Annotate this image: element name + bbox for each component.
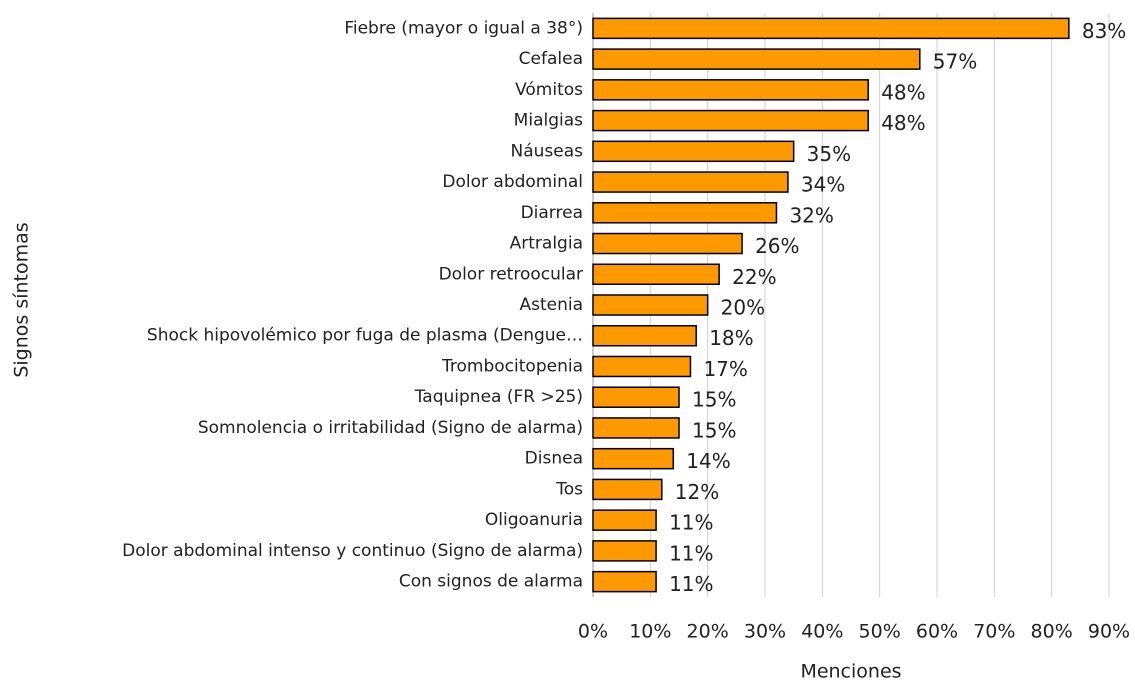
y-tick-label: Trombocitopenia — [441, 356, 583, 376]
bar — [592, 294, 709, 316]
bar — [592, 324, 697, 347]
bar — [592, 355, 692, 378]
value-label: 20% — [721, 296, 765, 320]
x-tick-label: 20% — [687, 621, 729, 643]
value-label: 83% — [1082, 19, 1126, 43]
value-label: 15% — [692, 418, 736, 442]
bar — [592, 109, 869, 132]
bar — [592, 140, 795, 163]
bar — [592, 232, 743, 255]
y-tick-label: Somnolencia o irritabilidad (Signo de al… — [198, 418, 583, 438]
y-tick-label: Oligoanuria — [485, 510, 583, 530]
value-label: 11% — [669, 572, 713, 596]
bar — [592, 171, 789, 193]
value-label: 17% — [703, 357, 747, 381]
value-label: 14% — [686, 449, 730, 473]
bar — [592, 202, 778, 224]
value-label: 11% — [669, 541, 713, 565]
value-label: 48% — [881, 111, 925, 135]
bar — [592, 386, 680, 408]
bar — [592, 447, 675, 470]
y-tick-label: Astenia — [519, 295, 583, 315]
x-tick-label: 90% — [1088, 621, 1130, 643]
y-tick-label: Fiebre (mayor o igual a 38°) — [344, 18, 583, 38]
x-tick-label: 60% — [916, 621, 958, 643]
bar — [592, 478, 663, 501]
y-tick-label: Artralgia — [510, 234, 583, 254]
value-label: 12% — [675, 480, 719, 504]
y-tick-label: Tos — [555, 479, 583, 499]
y-tick-label: Náuseas — [511, 141, 584, 161]
value-label: 34% — [801, 173, 845, 197]
y-tick-label: Dolor abdominal — [442, 172, 583, 192]
y-tick-label: Taquipnea (FR >25) — [414, 387, 583, 407]
x-axis-title: Menciones — [800, 661, 901, 682]
bar — [592, 570, 657, 593]
x-tick-label: 30% — [744, 621, 786, 643]
y-tick-label: Disnea — [525, 449, 583, 469]
value-label: 26% — [755, 234, 799, 258]
bar — [592, 17, 1070, 40]
value-label: 22% — [732, 265, 776, 289]
value-label: 35% — [807, 142, 851, 166]
bar — [592, 263, 720, 286]
value-label: 15% — [692, 388, 736, 412]
x-tick-label: 50% — [859, 621, 901, 643]
y-tick-label: Mialgias — [514, 111, 583, 131]
y-tick-label: Cefalea — [519, 49, 583, 69]
x-tick-label: 40% — [801, 621, 843, 643]
y-axis-title: Signos síntomas — [11, 222, 33, 377]
y-tick-label: Con signos de alarma — [399, 572, 583, 592]
y-tick-label: Shock hipovolémico por fuga de plasma (D… — [147, 326, 583, 346]
bar — [592, 540, 657, 562]
y-tick-label: Diarrea — [521, 203, 583, 223]
y-tick-label: Dolor retroocular — [439, 264, 583, 284]
value-label: 32% — [789, 203, 833, 227]
x-tick-label: 0% — [578, 621, 608, 643]
bar — [592, 417, 680, 439]
value-label: 57% — [933, 50, 977, 74]
x-tick-label: 70% — [973, 621, 1015, 643]
x-tick-label: 80% — [1031, 621, 1073, 643]
value-label: 18% — [709, 326, 753, 350]
bar — [592, 48, 921, 70]
y-tick-label: Dolor abdominal intenso y continuo (Sign… — [122, 541, 583, 561]
value-label: 48% — [881, 80, 925, 104]
bar — [592, 509, 657, 531]
y-tick-label: Vómitos — [515, 80, 583, 100]
value-label: 11% — [669, 511, 713, 535]
x-tick-label: 10% — [629, 621, 671, 643]
bar — [592, 79, 869, 101]
